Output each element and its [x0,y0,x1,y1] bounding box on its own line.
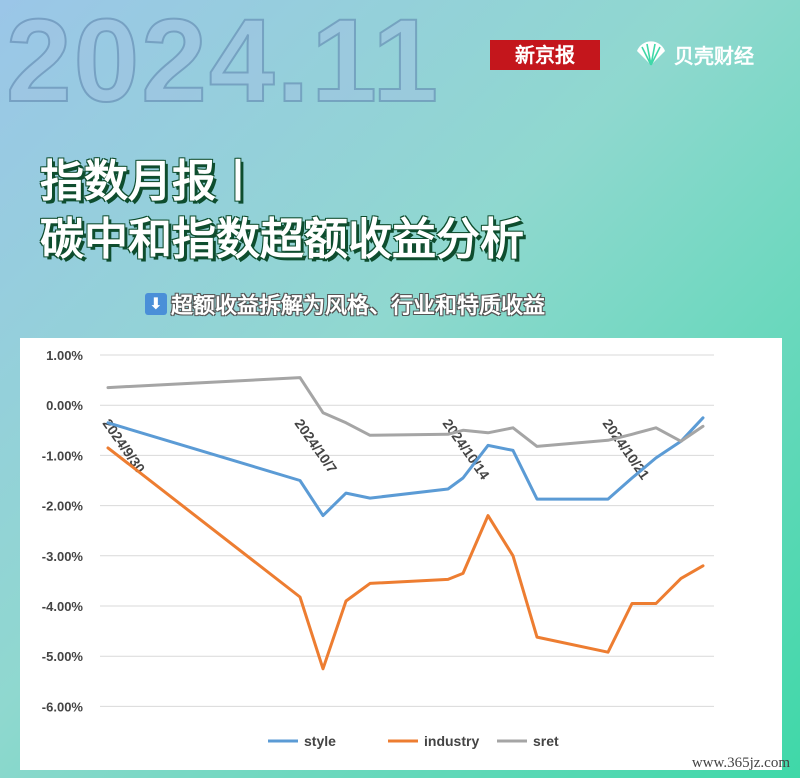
subtitle-text: 超额收益拆解为风格、行业和特质收益 [171,294,546,319]
chart-panel: 1.00% 0.00% -1.00% -2.00% -3.00% -4.00% -5.00%… [20,338,782,770]
brand-name: 贝壳财经 [674,43,754,68]
line-chart: 1.00% 0.00% -1.00% -2.00% -3.00% -4.00% -5.00%… [42,348,714,749]
series-line-sret [106,376,705,448]
y-tick-label: -5.00% [42,649,84,664]
legend-label-style: style [304,733,336,749]
background-year-text: 2024.11 [5,0,441,127]
y-tick-label: -4.00% [42,599,84,614]
legend-label-sret: sret [533,733,559,749]
y-tick-label: -1.00% [42,448,84,463]
y-tick-label: -2.00% [42,499,84,514]
y-tick-label: -6.00% [42,699,84,714]
legend-label-industry: industry [424,733,479,749]
page-title-line2: 碳中和指数超额收益分析 [40,214,524,265]
y-tick-label: 1.00% [46,348,83,363]
x-tick-label: 2024/10/7 [292,416,341,476]
series-line-industry [106,446,705,671]
brand-logo-xinjingbao: 新京报 [490,40,600,70]
brand-logo-beike: 贝壳财经 [634,38,754,70]
series-line-style [106,416,705,518]
watermark: www.365jz.com [691,755,790,771]
y-tick-label: -3.00% [42,549,84,564]
x-tick-label: 2024/10/21 [600,416,653,483]
page-title-line1: 指数月报丨 [40,156,260,207]
x-tick-label: 2024/9/30 [100,416,149,476]
y-tick-label: 0.00% [46,398,83,413]
shell-icon [637,41,665,66]
down-arrow-icon: ⬇ [145,293,167,315]
subtitle: ⬇ 超额收益拆解为风格、行业和特质收益 [145,288,545,320]
